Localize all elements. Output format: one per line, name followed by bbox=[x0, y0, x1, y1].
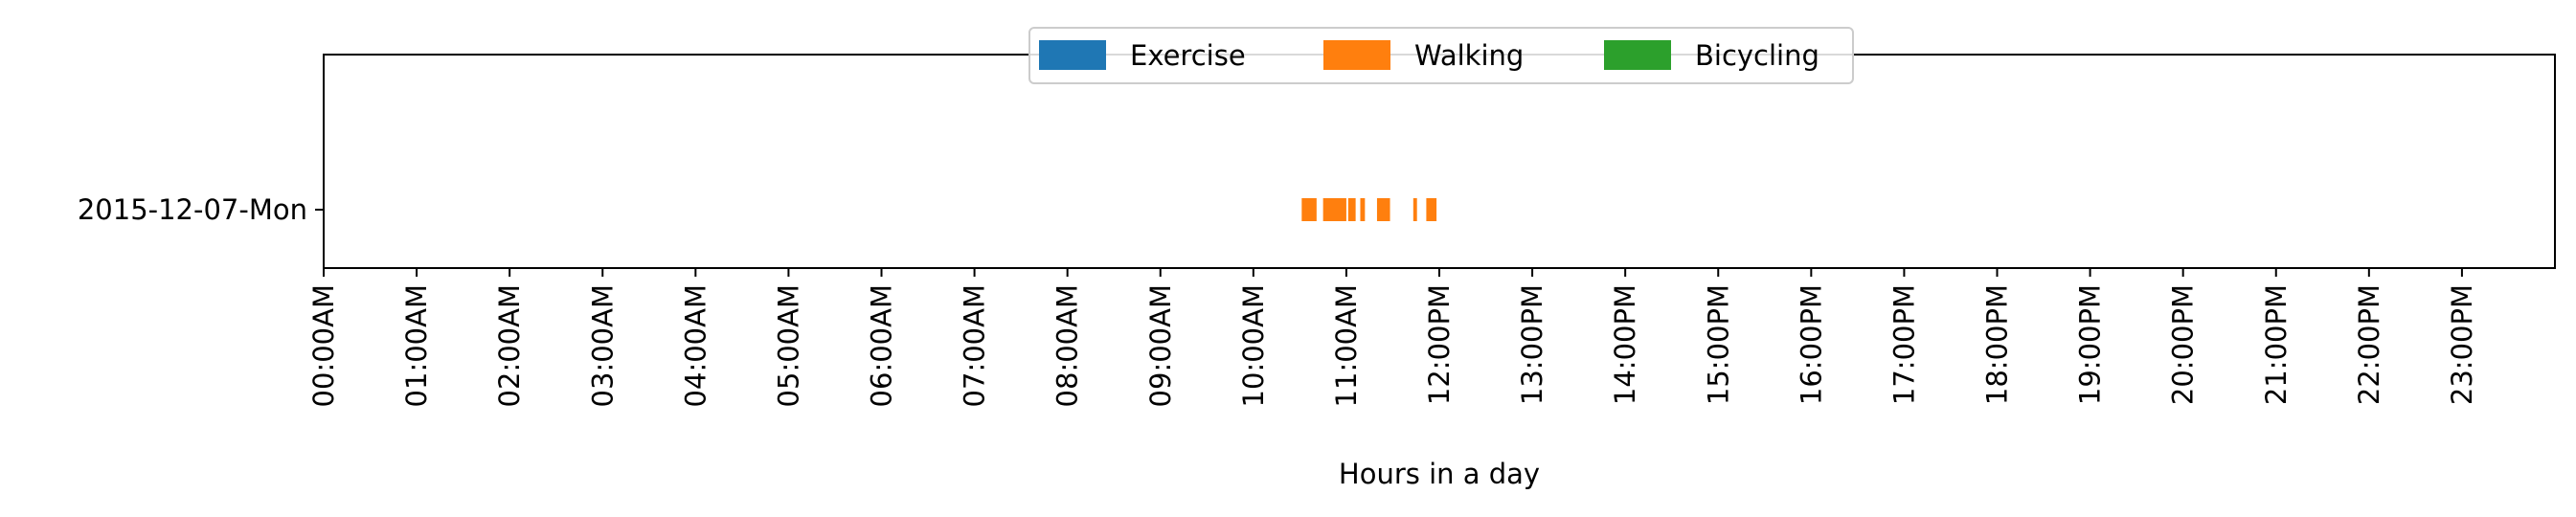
x-tick-label: 13:00PM bbox=[1516, 284, 1548, 405]
x-tick-label: 02:00AM bbox=[493, 284, 526, 407]
legend-label-exercise: Exercise bbox=[1130, 39, 1246, 72]
x-tick-label: 05:00AM bbox=[772, 284, 804, 407]
x-tick-label: 15:00PM bbox=[1702, 284, 1734, 405]
x-axis: 00:00AM 01:00AM 02:00AM 03:00AM 04:00AM 05:00… bbox=[307, 268, 2478, 407]
bar-walking-0 bbox=[1301, 198, 1317, 221]
bar-walking-6 bbox=[1426, 198, 1437, 221]
y-tick-label: 2015-12-07-Mon bbox=[78, 193, 307, 226]
bar-walking-5 bbox=[1412, 198, 1417, 221]
x-tick-label: 07:00AM bbox=[959, 284, 991, 407]
x-axis-label: Hours in a day bbox=[1339, 458, 1540, 490]
x-tick-label: 17:00PM bbox=[1887, 284, 1920, 405]
x-tick-label: 10:00AM bbox=[1237, 284, 1270, 407]
x-tick-label: 22:00PM bbox=[2353, 284, 2385, 405]
bar-walking-1 bbox=[1322, 198, 1346, 221]
x-tick-label: 11:00AM bbox=[1330, 284, 1363, 407]
legend: Exercise Walking Bicycling bbox=[1028, 27, 1854, 84]
y-axis: 2015-12-07-Mon bbox=[78, 193, 324, 226]
x-tick-label: 23:00PM bbox=[2446, 284, 2478, 405]
bar-walking-3 bbox=[1360, 198, 1366, 221]
x-tick-label: 04:00AM bbox=[679, 284, 712, 407]
x-tick-label: 00:00AM bbox=[307, 284, 340, 407]
legend-swatch-walking bbox=[1323, 40, 1390, 70]
x-tick-label: 01:00AM bbox=[400, 284, 433, 407]
x-tick-label: 12:00PM bbox=[1423, 284, 1456, 405]
x-tick-label: 20:00PM bbox=[2167, 284, 2200, 405]
legend-label-bicycling: Bicycling bbox=[1695, 39, 1819, 72]
x-tick-label: 14:00PM bbox=[1609, 284, 1641, 405]
legend-label-walking: Walking bbox=[1414, 39, 1524, 72]
x-tick-label: 18:00PM bbox=[1981, 284, 2014, 405]
bar-walking-2 bbox=[1347, 198, 1356, 221]
x-tick-label: 21:00PM bbox=[2260, 284, 2293, 405]
legend-swatch-bicycling bbox=[1604, 40, 1671, 70]
series-bars bbox=[1301, 198, 1437, 221]
x-tick-label: 16:00PM bbox=[1795, 284, 1827, 405]
x-tick-label: 09:00AM bbox=[1144, 284, 1177, 407]
bar-walking-4 bbox=[1376, 198, 1390, 221]
legend-swatch-exercise bbox=[1039, 40, 1106, 70]
x-tick-label: 19:00PM bbox=[2074, 284, 2107, 405]
x-tick-label: 08:00AM bbox=[1051, 284, 1084, 407]
x-tick-label: 06:00AM bbox=[866, 284, 898, 407]
x-tick-label: 03:00AM bbox=[586, 284, 619, 407]
